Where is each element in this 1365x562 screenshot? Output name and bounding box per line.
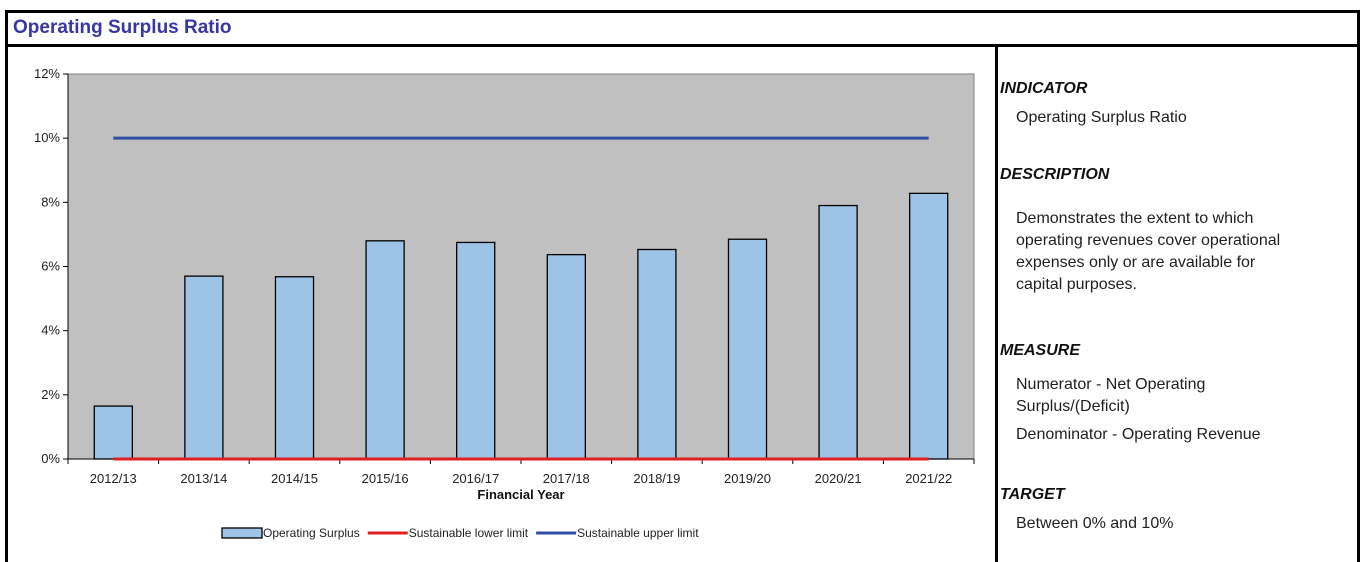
legend-label-operating-surplus: Operating Surplus xyxy=(263,526,360,540)
bar xyxy=(546,253,586,460)
bar xyxy=(637,248,677,460)
x-tick-label: 2018/19 xyxy=(633,471,680,486)
y-tick-label: 2% xyxy=(41,387,60,402)
x-tick-label: 2014/15 xyxy=(271,471,318,486)
y-tick-label: 12% xyxy=(34,66,60,81)
chart: 0%2%4%6%8%10%12% 2012/13 2013/14 2014/15 20… xyxy=(34,66,975,540)
description-line: Demonstrates the extent to which xyxy=(1016,210,1254,227)
legend-swatch-operating-surplus xyxy=(221,527,263,539)
measure-text: Numerator - Net Operating Surplus/(Defic… xyxy=(1016,374,1261,446)
info-panel: INDICATOR Operating Surplus Ratio DESCRI… xyxy=(1000,44,1357,562)
indicator-text: Operating Surplus Ratio xyxy=(1016,109,1187,126)
y-tick-label: 8% xyxy=(41,194,60,209)
page-title: Operating Surplus Ratio xyxy=(13,17,232,38)
x-axis: 2012/13 2013/14 2014/15 2015/16 2016/17 2017/… xyxy=(67,458,975,486)
x-tick-label: 2020/21 xyxy=(815,471,862,486)
y-tick-label: 10% xyxy=(34,130,60,145)
bar xyxy=(93,405,133,460)
bar xyxy=(274,276,315,460)
title-bar: Operating Surplus Ratio xyxy=(8,13,1357,47)
x-tick-label: 2015/16 xyxy=(362,471,409,486)
report-frame: Operating Surplus Ratio 0% 2% 4% 6% 8% 10% 12%… xyxy=(5,10,1360,562)
description-line: expenses only or are available for xyxy=(1016,254,1256,271)
bar-series xyxy=(93,192,949,460)
bar xyxy=(727,238,768,460)
legend-label-sustainable-upper-limit: Sustainable upper limit xyxy=(577,526,699,540)
bar xyxy=(909,192,949,460)
measure-numerator-line: Numerator - Net Operating xyxy=(1016,376,1206,393)
target-heading: TARGET xyxy=(1000,486,1065,503)
bar xyxy=(818,204,858,460)
description-line: operating revenues cover operational xyxy=(1016,232,1281,249)
measure-denominator: Denominator - Operating Revenue xyxy=(1016,426,1261,443)
line-series xyxy=(113,136,929,461)
legend-label-sustainable-lower-limit: Sustainable lower limit xyxy=(409,526,529,540)
x-axis-label: Financial Year xyxy=(477,487,564,502)
x-tick-label: 2016/17 xyxy=(452,471,499,486)
measure-heading: MEASURE xyxy=(1000,342,1081,359)
measure-numerator-line: Surplus/(Deficit) xyxy=(1016,398,1130,415)
x-tick-label: 2019/20 xyxy=(724,471,771,486)
y-tick-label: 6% xyxy=(41,259,60,274)
bar xyxy=(456,241,496,460)
x-tick-label: 2012/13 xyxy=(90,471,137,486)
bar xyxy=(184,275,224,460)
bar xyxy=(365,240,405,460)
legend: Operating Surplus Sustainable lower limit… xyxy=(221,526,699,540)
y-tick-label: 0% xyxy=(41,451,60,466)
indicator-heading: INDICATOR xyxy=(1000,80,1088,97)
description-text: Demonstrates the extent to which operati… xyxy=(1016,208,1280,296)
x-tick-label: 2017/18 xyxy=(543,471,590,486)
x-tick-label: 2013/14 xyxy=(180,471,227,486)
y-tick-label: 4% xyxy=(41,323,60,338)
description-line: capital purposes. xyxy=(1016,276,1137,293)
x-tick-label: 2021/22 xyxy=(905,471,952,486)
target-text: Between 0% and 10% xyxy=(1016,515,1174,532)
description-heading: DESCRIPTION xyxy=(1000,166,1110,183)
panel-divider xyxy=(995,44,998,562)
y-axis: 0% 2% 4% 6% 8% 10% 12% xyxy=(34,66,69,466)
